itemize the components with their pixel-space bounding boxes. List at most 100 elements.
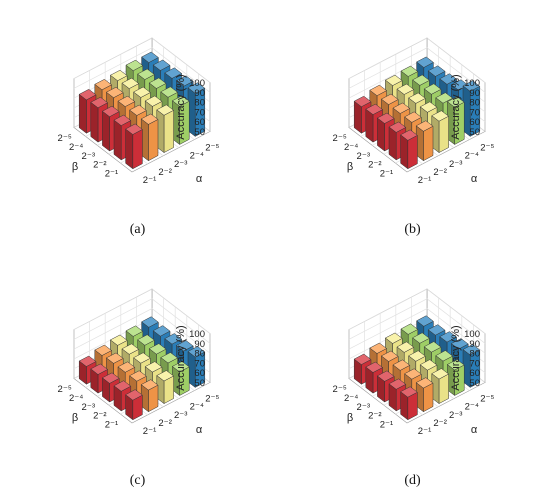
bar-b1-a2 (415, 377, 434, 412)
bar-face-top (113, 114, 132, 126)
bar-face-top (187, 346, 206, 358)
bar-b1-a3 (431, 110, 449, 153)
bar-face-front-left (113, 119, 122, 161)
bar-face-front-left (90, 102, 99, 143)
y-tick-label: 2⁻² (158, 418, 171, 429)
bar-face-top (431, 368, 449, 380)
bar-b1-a5 (187, 82, 206, 137)
x-tick-label: 2⁻³ (357, 402, 370, 413)
bar-b1-a1 (400, 129, 418, 170)
bars (78, 316, 206, 421)
bar-face-top (408, 350, 426, 362)
bar-face-top (431, 110, 449, 122)
bar-face-top (148, 77, 167, 89)
bar-face-top (144, 361, 163, 373)
bar-face-top (160, 352, 178, 364)
bar-face-top (148, 343, 167, 355)
x-tick-label: 2⁻⁵ (58, 133, 72, 144)
bar-face-top (385, 332, 403, 344)
bar-face-top (125, 59, 144, 71)
x-tick-label: 2⁻³ (357, 151, 370, 162)
bar-face-top (369, 84, 387, 96)
bar-face-top (416, 315, 434, 327)
bar-face-top (106, 86, 124, 98)
bar-face-top (141, 316, 159, 328)
bar-face-top (121, 343, 140, 355)
bar-face-top (172, 361, 190, 373)
bar-face-top (377, 112, 395, 124)
bar-face-front-right (423, 125, 434, 161)
z-gridline (348, 288, 486, 334)
caption-c: (c) (129, 473, 146, 488)
bar-face-top (106, 352, 124, 364)
bar-b1-a4 (447, 359, 465, 396)
bar-b1-a5 (462, 344, 481, 388)
bar-b1-a4 (172, 95, 190, 145)
bars (353, 315, 481, 421)
bar-face-top (113, 380, 132, 392)
bar-face-top (400, 386, 418, 398)
x-tick-label: 2⁻⁴ (344, 142, 358, 153)
bar-face-front-right (407, 135, 418, 170)
bar-face-top (176, 340, 194, 352)
bar-face-top (381, 350, 399, 362)
x-tick-label: 2⁻⁴ (69, 142, 83, 153)
x-tick-label: 2⁻³ (82, 151, 95, 162)
bar-face-top (125, 325, 144, 337)
z-tick-label: 60 (194, 368, 205, 379)
bar-face-front-right (438, 115, 449, 153)
x-tick-label: 2⁻⁵ (333, 133, 347, 144)
bar-face-top (137, 68, 155, 80)
bar-face-top (176, 75, 194, 87)
bar-b1-a1 (125, 389, 143, 421)
axis-labels: 50607080901002⁻¹2⁻²2⁻³2⁻⁴2⁻⁵2⁻¹2⁻²2⁻³2⁻⁴… (58, 325, 220, 437)
bar-face-top (396, 341, 415, 353)
bar3d-chart-d: 50607080901002⁻¹2⁻²2⁻³2⁻⁴2⁻⁵2⁻¹2⁻²2⁻³2⁻⁴… (333, 288, 494, 437)
z-tick-label: 60 (194, 117, 205, 128)
axis-labels: 50607080901002⁻¹2⁻²2⁻³2⁻⁴2⁻⁵2⁻¹2⁻²2⁻³2⁻⁴… (333, 74, 495, 186)
y-tick-label: 2⁻⁵ (480, 394, 494, 405)
z-tick-label: 70 (194, 358, 205, 369)
y-tick-label: 2⁻⁴ (190, 402, 204, 413)
z-tick-label: 80 (469, 349, 480, 360)
bar-b1-a2 (415, 120, 434, 161)
bar-face-top (140, 113, 159, 125)
x-axis-label: β (72, 161, 78, 173)
bar-b4-a1 (365, 361, 383, 394)
bar-face-top (187, 82, 206, 94)
bar-face-top (439, 331, 457, 343)
x-tick-label: 2⁻¹ (380, 169, 393, 180)
x-tick-label: 2⁻⁴ (344, 393, 358, 404)
bar-face-top (137, 334, 155, 346)
y-axis-label: α (196, 424, 203, 436)
z-gridline (73, 308, 211, 354)
z-gridline (348, 298, 486, 344)
bar-face-top (415, 377, 434, 389)
x-axis-label: β (347, 161, 353, 173)
bar-face-top (353, 95, 372, 107)
x-tick-label: 2⁻³ (82, 402, 95, 413)
bar-face-front-right (163, 110, 174, 153)
bar-face-top (400, 323, 419, 335)
bar-face-top (385, 74, 403, 86)
bar-face-top (156, 370, 174, 382)
bar-face-top (419, 359, 438, 371)
y-tick-label: 2⁻¹ (418, 426, 431, 437)
y-tick-label: 2⁻¹ (418, 175, 431, 186)
bar-face-top (121, 77, 140, 89)
z-tick-label: 80 (194, 98, 205, 109)
x-tick-label: 2⁻¹ (105, 420, 118, 431)
chart-panel-b: 50 60 70 80 90 100 2⁻¹ 2⁻² 2⁻³ 2⁻⁴ 2⁻⁵ 2⁻¹ 2⁻² 2⁻³ 2⁻⁴… (275, 0, 550, 250)
bar-b1-a3 (156, 370, 174, 404)
bar-face-top (140, 379, 159, 391)
y-tick-label: 2⁻⁴ (465, 151, 479, 162)
z-axis-label: Accuracy (%) (450, 74, 462, 139)
bar-face-top (353, 353, 372, 365)
y-tick-label: 2⁻³ (449, 159, 462, 170)
z-axis-label: Accuracy (%) (175, 325, 187, 390)
y-axis-label: α (471, 173, 478, 185)
bar-face-top (392, 359, 411, 371)
z-gridline (73, 288, 211, 334)
bar-face-top (381, 93, 399, 105)
bar-face-top (94, 344, 112, 356)
